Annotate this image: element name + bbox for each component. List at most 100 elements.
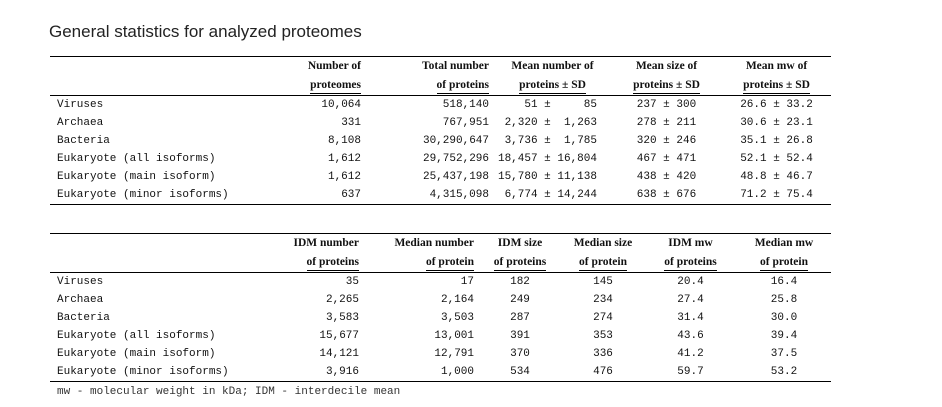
header-cell: Total number of proteins (366, 56, 494, 96)
header-label-column (50, 56, 253, 96)
mean-number-cell: 51 ± 85 (524, 99, 597, 111)
mean-size-cell: 278 ± 211 (636, 117, 697, 129)
median-number-cell: 12,791 (434, 348, 474, 360)
mean-mw-cell: 26.6 ± 33.2 (740, 99, 813, 111)
row-label: Viruses (57, 99, 104, 111)
header-cell: IDM size of proteins (478, 233, 562, 273)
mean-mw-cell: 71.2 ± 75.4 (722, 186, 831, 205)
row-label: Viruses (57, 276, 104, 288)
row-label: Eukaryote (minor isoforms) (50, 186, 253, 205)
table-row: Eukaryote (main isoform) 1,612 25,437,198 1… (50, 168, 831, 186)
total-proteins-cell: 25,437,198 (422, 171, 489, 183)
header-cell: Median number of protein (363, 233, 478, 273)
idm-size-cell: 391 (510, 330, 530, 342)
proteomes-cell: 331 (341, 117, 361, 129)
mean-size-cell: 467 ± 471 (636, 153, 697, 165)
mean-number-cell: 15,780 ± 11,138 (497, 171, 597, 183)
median-number-cell: 1,000 (363, 363, 478, 382)
total-proteins-cell: 4,315,098 (366, 186, 494, 205)
table-row: Archaea 2,265 2,164 249 234 27.4 25.8 (50, 291, 831, 309)
idm-size-cell: 370 (510, 348, 530, 360)
table-row: Eukaryote (main isoform) 14,121 12,791 370 3… (50, 345, 831, 363)
idm-number-cell: 15,677 (319, 330, 359, 342)
proteomes-cell: 10,064 (321, 99, 361, 111)
row-label: Bacteria (57, 135, 110, 147)
mean-number-cell: 3,736 ± 1,785 (504, 135, 597, 147)
idm-mw-cell: 41.2 (677, 348, 704, 360)
header-row: IDM number of proteins Median number of … (50, 233, 831, 273)
idm-size-cell: 182 (510, 276, 530, 288)
mean-number-cell: 2,320 ± 1,263 (504, 117, 597, 129)
total-proteins-cell: 518,140 (442, 99, 489, 111)
idm-number-cell: 35 (345, 276, 359, 288)
table-row: Bacteria 8,108 30,290,647 3,736 ± 1,785 320 … (50, 132, 831, 150)
idm-number-cell: 3,916 (253, 363, 363, 382)
median-mw-cell: 37.5 (770, 348, 798, 360)
header-cell: IDM mw of proteins (644, 233, 737, 273)
median-number-cell: 2,164 (440, 294, 474, 306)
mean-mw-cell: 52.1 ± 52.4 (740, 153, 813, 165)
header-cell: Median mw of protein (737, 233, 831, 273)
proteomes-cell: 1,612 (327, 171, 361, 183)
table-row: Viruses 10,064 518,140 51 ± 85 237 ± 300 26.6… (50, 96, 831, 115)
page-title: General statistics for analyzed proteome… (49, 22, 362, 41)
mean-size-cell: 237 ± 300 (636, 99, 697, 111)
mean-size-cell: 638 ± 676 (611, 186, 722, 205)
idm-mw-cell: 20.4 (677, 276, 704, 288)
median-number-cell: 13,001 (434, 330, 474, 342)
mean-mw-cell: 48.8 ± 46.7 (740, 171, 813, 183)
table-row: Bacteria 3,583 3,503 287 274 31.4 30.0 (50, 309, 831, 327)
header-cell: Mean size of proteins ± SD (611, 56, 722, 96)
mean-size-cell: 320 ± 246 (636, 135, 697, 147)
median-number-cell: 3,503 (440, 312, 474, 324)
median-mw-cell: 30.0 (770, 312, 798, 324)
general-statistics-table: Number of proteomes Total number of prot… (50, 56, 831, 205)
table-row: Eukaryote (minor isoforms) 3,916 1,000 534 4… (50, 363, 831, 382)
header-cell: IDM number of proteins (253, 233, 363, 273)
idm-mw-cell: 31.4 (677, 312, 704, 324)
median-mw-cell: 53.2 (737, 363, 831, 382)
row-label: Bacteria (57, 312, 110, 324)
total-proteins-cell: 29,752,296 (422, 153, 489, 165)
table-row: Eukaryote (minor isoforms) 637 4,315,098 6,… (50, 186, 831, 205)
mean-mw-cell: 30.6 ± 23.1 (740, 117, 813, 129)
median-size-cell: 145 (593, 276, 613, 288)
idm-mw-cell: 27.4 (677, 294, 704, 306)
row-label: Archaea (57, 117, 104, 129)
median-mw-cell: 25.8 (770, 294, 798, 306)
table-row: Eukaryote (all isoforms) 1,612 29,752,296 1… (50, 150, 831, 168)
row-label: Eukaryote (main isoform) (57, 171, 216, 183)
median-mw-cell: 39.4 (770, 330, 798, 342)
idm-mw-cell: 43.6 (677, 330, 704, 342)
idm-size-cell: 287 (510, 312, 530, 324)
row-label: Eukaryote (all isoforms) (57, 153, 216, 165)
proteomes-cell: 637 (253, 186, 366, 205)
total-proteins-cell: 767,951 (442, 117, 489, 129)
row-label: Eukaryote (minor isoforms) (50, 363, 253, 382)
median-number-cell: 17 (460, 276, 474, 288)
header-cell: Number of proteomes (253, 56, 366, 96)
mean-number-cell: 6,774 ± 14,244 (494, 186, 611, 205)
idm-size-cell: 534 (478, 363, 562, 382)
table-row: Eukaryote (all isoforms) 15,677 13,001 391 3… (50, 327, 831, 345)
proteomes-cell: 8,108 (327, 135, 361, 147)
mean-mw-cell: 35.1 ± 26.8 (740, 135, 813, 147)
idm-mw-cell: 59.7 (644, 363, 737, 382)
median-size-cell: 274 (593, 312, 613, 324)
row-label: Archaea (57, 294, 104, 306)
median-size-cell: 336 (593, 348, 613, 360)
idm-number-cell: 2,265 (325, 294, 359, 306)
idm-number-cell: 14,121 (319, 348, 359, 360)
idm-size-cell: 249 (510, 294, 530, 306)
table-row: Archaea 331 767,951 2,320 ± 1,263 278 ± 211 3… (50, 114, 831, 132)
median-size-cell: 476 (562, 363, 644, 382)
mean-number-cell: 18,457 ± 16,804 (497, 153, 597, 165)
mean-size-cell: 438 ± 420 (636, 171, 697, 183)
footnote: mw - molecular weight in kDa; IDM - inte… (57, 386, 401, 398)
table-row: Viruses 35 17 182 145 20.4 16.4 (50, 273, 831, 292)
header-cell: Mean mw of proteins ± SD (722, 56, 831, 96)
row-label: Eukaryote (all isoforms) (57, 330, 216, 342)
header-label-column (50, 233, 253, 273)
row-label: Eukaryote (main isoform) (57, 348, 216, 360)
median-size-cell: 234 (593, 294, 613, 306)
